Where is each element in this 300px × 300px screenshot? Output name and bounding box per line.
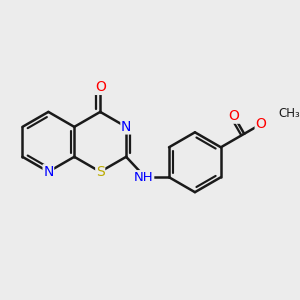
Text: N: N	[43, 165, 54, 179]
Text: N: N	[121, 120, 131, 134]
Text: NH: NH	[134, 171, 154, 184]
Text: S: S	[96, 165, 105, 179]
Text: O: O	[95, 80, 106, 94]
Text: CH₃: CH₃	[278, 107, 300, 120]
Text: O: O	[229, 109, 239, 123]
Text: O: O	[255, 117, 266, 131]
